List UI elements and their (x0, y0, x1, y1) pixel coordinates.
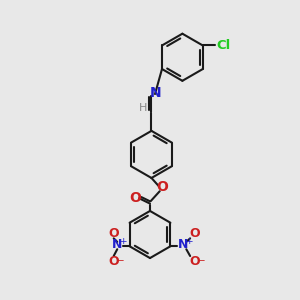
Text: O: O (189, 255, 200, 268)
Text: O: O (108, 226, 119, 239)
Text: −: − (197, 256, 206, 266)
Text: O: O (108, 255, 119, 268)
Text: O: O (129, 191, 141, 205)
Text: N: N (149, 86, 161, 100)
Text: −: − (116, 256, 124, 266)
Text: H: H (139, 103, 147, 113)
Text: +: + (119, 237, 127, 246)
Text: +: + (185, 237, 192, 246)
Text: O: O (189, 226, 200, 239)
Text: O: O (157, 180, 169, 194)
Text: Cl: Cl (216, 39, 230, 52)
Text: N: N (178, 238, 188, 251)
Text: N: N (112, 238, 122, 251)
